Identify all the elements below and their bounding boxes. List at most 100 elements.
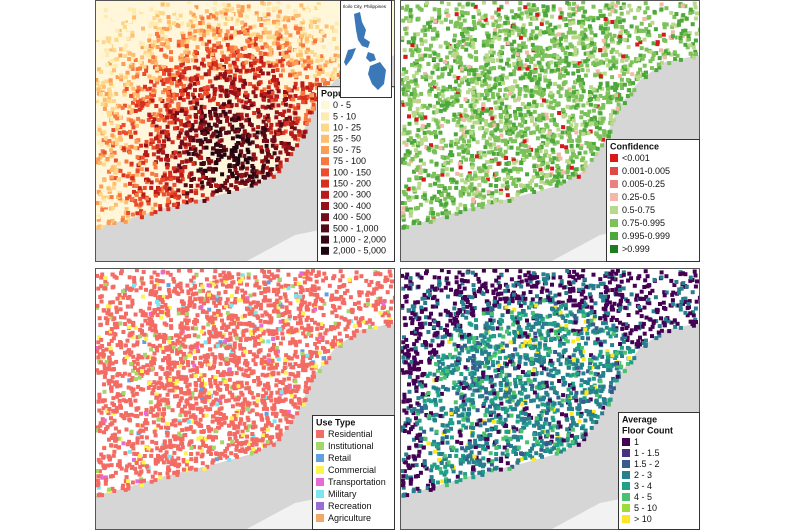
map-cell: [408, 14, 413, 19]
map-cell: [488, 165, 493, 169]
map-cell: [539, 142, 544, 147]
map-cell: [159, 78, 164, 83]
map-cell: [483, 55, 488, 60]
map-cell: [401, 157, 406, 162]
map-cell: [200, 193, 205, 198]
map-cell: [178, 166, 183, 171]
map-cell: [415, 206, 420, 210]
map-cell: [122, 103, 127, 108]
map-cell: [449, 139, 454, 144]
map-cell: [574, 167, 578, 172]
map-cell: [514, 26, 519, 31]
map-cell: [185, 321, 189, 326]
map-cell: [187, 142, 192, 147]
map-cell: [547, 173, 552, 178]
map-cell: [224, 36, 229, 41]
map-cell: [407, 18, 412, 23]
map-cell: [210, 52, 215, 57]
map-cell: [316, 2, 321, 7]
map-cell: [112, 150, 117, 155]
map-cell: [298, 52, 303, 57]
map-cell: [133, 58, 138, 62]
map-cell: [215, 184, 220, 188]
map-cell: [219, 154, 224, 159]
map-cell: [538, 185, 543, 190]
map-cell: [493, 28, 498, 33]
map-cell: [467, 143, 472, 148]
map-cell: [185, 283, 190, 288]
map-cell: [449, 19, 453, 24]
map-cell: [632, 88, 637, 93]
map-cell: [659, 60, 664, 65]
map-cell: [517, 96, 521, 101]
map-cell: [278, 51, 283, 56]
map-cell: [157, 286, 162, 291]
map-cell: [123, 75, 128, 80]
map-cell: [233, 29, 238, 33]
map-cell: [138, 66, 142, 71]
map-cell: [565, 168, 570, 173]
legend-swatch: [321, 246, 329, 255]
map-cell: [670, 24, 675, 29]
map-cell: [477, 11, 482, 16]
map-cell: [493, 135, 497, 140]
map-cell: [611, 118, 616, 123]
map-cell: [213, 35, 218, 40]
map-cell: [636, 71, 641, 76]
map-cell: [152, 2, 157, 7]
map-cell: [591, 16, 596, 20]
map-cell: [498, 49, 503, 54]
map-cell: [190, 135, 195, 140]
map-cell: [231, 90, 236, 95]
map-cell: [408, 103, 413, 107]
map-cell: [189, 189, 194, 194]
map-cell: [287, 310, 292, 314]
map-cell: [167, 22, 172, 27]
map-cell: [127, 51, 132, 56]
map-cell: [180, 177, 185, 182]
map-cell: [597, 126, 602, 131]
map-cell: [541, 116, 546, 121]
map-cell: [199, 114, 204, 119]
map-cell: [245, 400, 250, 405]
map-cell: [413, 78, 418, 83]
map-cell: [459, 136, 463, 141]
map-cell: [521, 23, 526, 28]
map-cell: [216, 118, 221, 123]
map-cell: [176, 43, 181, 48]
map-cell: [424, 198, 429, 203]
map-cell: [552, 141, 557, 146]
map-cell: [257, 66, 262, 71]
map-cell: [320, 30, 325, 35]
map-cell: [598, 136, 603, 141]
map-cell: [272, 6, 276, 11]
map-cell: [569, 30, 574, 35]
map-cell: [271, 69, 276, 73]
map-cell: [594, 152, 599, 157]
map-cell: [504, 104, 509, 109]
map-cell: [244, 113, 249, 118]
map-cell: [288, 73, 293, 78]
map-cell: [182, 150, 187, 155]
map-cell: [205, 91, 210, 96]
map-cell: [634, 74, 639, 79]
map-cell: [220, 66, 225, 71]
map-cell: [140, 155, 145, 160]
map-cell: [550, 160, 555, 165]
map-cell: [469, 104, 474, 108]
map-cell: [459, 113, 464, 118]
map-cell: [556, 67, 560, 72]
map-cell: [299, 3, 304, 8]
map-cell: [110, 47, 115, 52]
map-cell: [597, 61, 602, 66]
map-cell: [498, 75, 503, 80]
map-cell: [284, 41, 289, 46]
map-cell: [579, 63, 584, 68]
map-cell: [680, 3, 685, 8]
map-cell: [512, 39, 517, 44]
map-cell: [580, 59, 585, 64]
map-cell: [193, 75, 198, 80]
map-cell: [230, 174, 235, 179]
map-cell: [302, 3, 307, 8]
